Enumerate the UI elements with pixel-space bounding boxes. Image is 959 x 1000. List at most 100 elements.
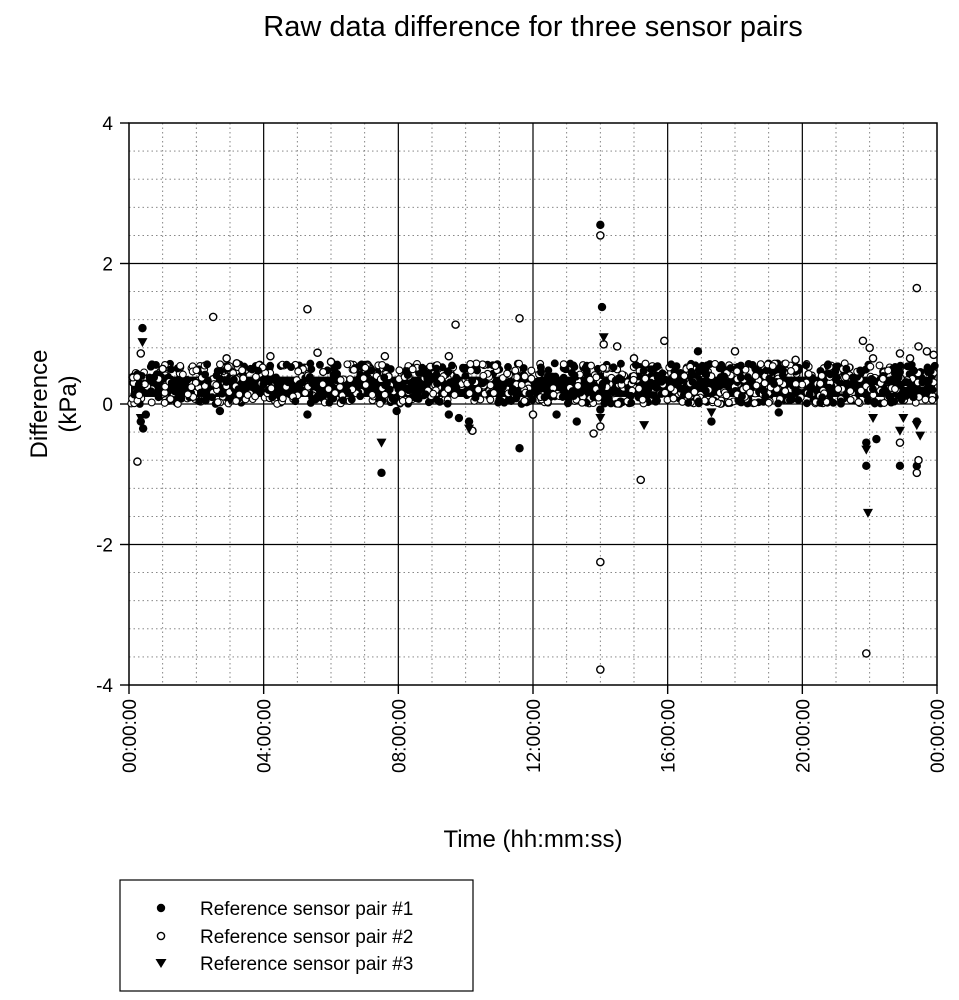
data-point	[596, 557, 605, 567]
band-marker	[170, 387, 179, 396]
band-marker	[888, 375, 897, 384]
band-marker	[176, 361, 185, 370]
band-marker	[458, 363, 467, 372]
band-marker	[160, 398, 169, 407]
band-marker	[897, 395, 906, 404]
band-marker	[327, 378, 335, 386]
band-marker	[395, 366, 404, 375]
x-axis-title: Time (hh:mm:ss)	[443, 826, 622, 853]
band-marker	[878, 387, 887, 396]
band-marker	[448, 361, 456, 370]
band-marker	[324, 385, 333, 394]
band-marker	[503, 369, 512, 378]
band-marker	[598, 379, 607, 388]
band-marker	[921, 395, 930, 404]
band-marker	[817, 371, 826, 380]
band-marker	[421, 370, 430, 379]
data-point	[222, 354, 231, 363]
band-marker	[359, 374, 368, 383]
band-marker	[841, 373, 850, 381]
data-point	[636, 475, 646, 485]
data-point	[137, 338, 148, 348]
data-point	[730, 347, 740, 356]
band-marker	[760, 379, 769, 388]
band-marker	[498, 383, 507, 392]
band-marker	[203, 376, 212, 385]
band-marker	[238, 366, 247, 375]
band-marker	[652, 383, 661, 392]
band-marker	[842, 364, 851, 373]
band-marker	[229, 375, 238, 384]
band-marker	[904, 378, 913, 387]
band-marker	[856, 366, 865, 375]
band-marker	[559, 384, 568, 393]
band-marker	[532, 379, 541, 388]
data-point	[862, 438, 871, 447]
data-point	[595, 414, 606, 424]
data-point	[693, 347, 703, 356]
band-marker	[786, 367, 795, 375]
band-marker	[306, 359, 315, 368]
band-marker	[866, 362, 875, 371]
band-marker	[805, 390, 814, 399]
band-marker	[517, 380, 526, 389]
band-marker	[147, 387, 156, 396]
band-marker	[495, 395, 504, 404]
y-axis-title-line2: (kPa)	[55, 375, 82, 432]
band-marker	[549, 390, 558, 399]
band-marker	[527, 374, 536, 383]
band-marker	[404, 396, 413, 405]
band-marker	[178, 370, 187, 379]
band-marker	[223, 363, 232, 372]
data-point	[791, 355, 800, 365]
band-marker	[751, 371, 760, 380]
band-marker	[520, 372, 529, 381]
band-marker	[918, 378, 927, 387]
major-gridlines	[129, 123, 937, 685]
band-marker	[804, 369, 813, 378]
band-marker	[615, 374, 624, 382]
band-marker	[846, 396, 855, 404]
data-point	[528, 410, 538, 419]
data-point	[895, 349, 905, 358]
band-marker	[604, 395, 613, 403]
data-point	[912, 468, 922, 478]
band-marker	[146, 362, 155, 371]
data-point	[552, 410, 561, 419]
band-marker	[388, 394, 397, 403]
band-marker	[450, 390, 459, 399]
band-marker	[408, 365, 417, 374]
band-marker	[528, 395, 537, 404]
band-marker	[510, 388, 519, 397]
band-marker	[183, 376, 192, 384]
band-marker	[479, 371, 488, 380]
band-marker	[222, 377, 231, 386]
band-marker	[794, 396, 803, 405]
band-marker	[905, 387, 914, 396]
band-marker	[161, 382, 170, 391]
band-marker	[380, 390, 389, 399]
band-marker	[698, 379, 707, 387]
x-tick-label: 12:00:00	[524, 699, 545, 773]
data-point	[326, 357, 336, 367]
band-marker	[380, 373, 389, 382]
y-tick-label: 4	[102, 114, 113, 135]
band-marker	[806, 383, 815, 392]
band-marker	[376, 399, 384, 408]
band-marker	[527, 366, 536, 375]
band-marker	[486, 395, 495, 404]
data-point	[868, 354, 878, 363]
band-marker	[331, 389, 339, 398]
x-tick-label: 00:00:00	[928, 699, 949, 773]
band-marker	[414, 382, 423, 391]
band-marker	[343, 387, 352, 396]
band-marker	[688, 378, 697, 386]
band-marker	[576, 388, 585, 397]
band-marker	[403, 371, 412, 380]
band-marker	[339, 396, 347, 405]
x-tick-label: 00:00:00	[120, 699, 141, 773]
data-point	[133, 457, 142, 466]
band-marker	[147, 398, 156, 407]
band-marker	[203, 360, 212, 369]
